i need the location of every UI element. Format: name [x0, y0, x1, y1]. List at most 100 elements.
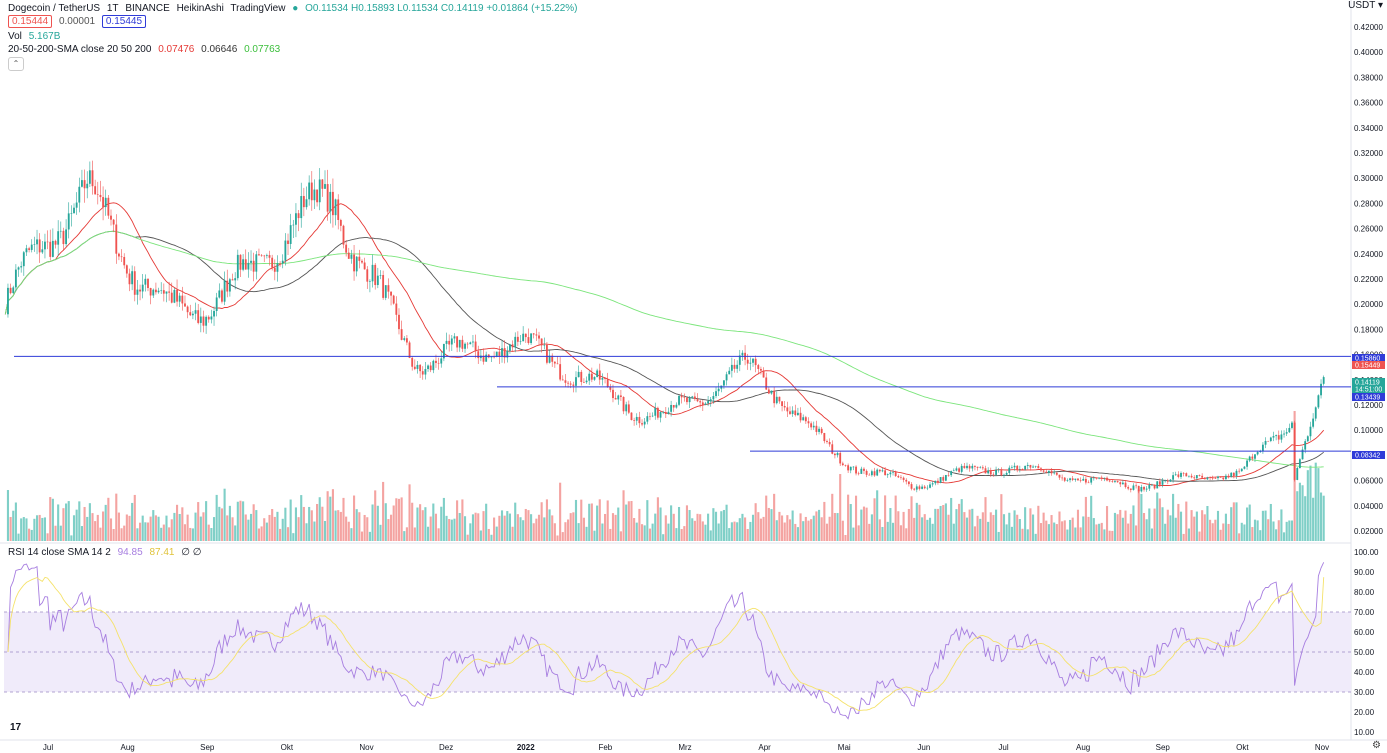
- volume-bar: [1322, 495, 1325, 541]
- volume-bar: [807, 520, 810, 541]
- candle-body: [826, 441, 828, 442]
- candle-body: [699, 401, 702, 403]
- volume-bar: [786, 515, 789, 541]
- exchange-label: BINANCE: [125, 3, 170, 14]
- volume-bar: [873, 498, 876, 541]
- candle-body: [614, 398, 617, 400]
- sma50-value: 0.06646: [201, 44, 238, 55]
- volume-bar: [86, 516, 89, 541]
- volume-bar: [633, 518, 636, 541]
- volume-bar: [865, 507, 868, 541]
- ask-button[interactable]: 0.15445: [101, 15, 147, 28]
- currency-selector[interactable]: USDT ▾: [1348, 0, 1383, 11]
- price-label-bg: [1352, 385, 1385, 393]
- candle-body: [609, 386, 612, 390]
- candle-body: [828, 441, 831, 445]
- interval-label[interactable]: 1T: [106, 3, 119, 14]
- candle-body: [133, 271, 136, 295]
- candle-body: [78, 186, 81, 203]
- volume-bar: [487, 528, 490, 541]
- volume-bar: [818, 509, 821, 541]
- sma-legend[interactable]: 20-50-200-SMA close 20 50 200 0.07476 0.…: [8, 43, 284, 56]
- volume-bar: [540, 502, 543, 541]
- collapse-legend-button[interactable]: ⌃: [8, 57, 24, 71]
- volume-bar: [1045, 520, 1048, 541]
- candle-body: [368, 281, 371, 282]
- volume-bar: [432, 503, 435, 541]
- horizontal-lines[interactable]: [14, 355, 1351, 452]
- time-tick-label: Apr: [758, 743, 771, 752]
- candle-body: [22, 252, 25, 267]
- volume-bar: [1005, 524, 1008, 541]
- candle-body: [350, 254, 353, 259]
- volume-bar: [500, 510, 504, 541]
- candle-body: [173, 289, 176, 303]
- volume-bar: [553, 523, 556, 541]
- candle-body: [99, 194, 102, 198]
- symbol-title[interactable]: Dogecoin / TetherUS: [8, 3, 101, 14]
- candle-body: [9, 287, 12, 294]
- volume-bar: [368, 531, 371, 541]
- candle-body: [900, 477, 902, 478]
- volume-bar: [1174, 517, 1177, 541]
- candle-body: [210, 316, 213, 320]
- volume-bar: [574, 499, 578, 541]
- candle-body: [67, 213, 70, 230]
- volume-bar: [1127, 523, 1130, 541]
- volume-bar: [1055, 524, 1058, 541]
- volume-bar: [506, 511, 509, 541]
- candle-body: [355, 256, 358, 272]
- volume-bar: [1296, 491, 1299, 541]
- candle-body: [638, 416, 641, 424]
- candle-body: [575, 377, 577, 386]
- volume-bar: [141, 515, 144, 541]
- volume-bar: [104, 504, 107, 541]
- candle-body: [12, 287, 15, 294]
- time-axis[interactable]: Jul Aug Sep Okt Nov Dez 2022 Feb Mrz Apr Mai Jun Jul…: [43, 743, 1329, 752]
- rsi-legend[interactable]: RSI 14 close SMA 14 2 94.85 87.41 ∅ ∅: [8, 546, 205, 559]
- volume-bar: [683, 526, 686, 541]
- candle-body: [815, 425, 818, 432]
- volume-bar: [1071, 517, 1074, 541]
- candle-body: [1045, 471, 1048, 473]
- volume-bar: [878, 519, 881, 541]
- candle-body: [701, 402, 704, 406]
- candle-body: [1090, 477, 1093, 483]
- candle-body: [664, 412, 667, 415]
- candle-body: [44, 241, 46, 250]
- volume-bar: [257, 528, 261, 541]
- time-tick-label: Okt: [1236, 743, 1249, 752]
- candle-body: [870, 471, 873, 476]
- volume-bar: [339, 511, 342, 541]
- candle-body: [337, 199, 340, 220]
- candle-body: [94, 186, 97, 195]
- candle-body: [469, 342, 472, 345]
- volume-bar: [1179, 511, 1183, 541]
- candle-body: [1008, 467, 1011, 473]
- gear-icon[interactable]: ⚙: [1372, 740, 1381, 751]
- candle-body: [511, 344, 514, 348]
- candle-body: [1040, 468, 1042, 471]
- rsi-line: [7, 562, 1325, 720]
- bid-button[interactable]: 0.15444: [8, 15, 53, 28]
- volume-bar: [894, 495, 897, 541]
- candle-body: [1103, 477, 1106, 479]
- volume-bar: [788, 519, 792, 541]
- spread-value: 0.00001: [58, 16, 96, 27]
- volume-bar: [384, 503, 387, 541]
- volume-legend[interactable]: Vol 5.167B: [8, 30, 64, 43]
- candle-body: [131, 271, 134, 285]
- candle-body: [1230, 472, 1233, 478]
- candle-body: [580, 371, 583, 383]
- volume-bar: [1182, 533, 1185, 541]
- volume-bar: [514, 502, 517, 541]
- tradingview-logo-icon[interactable]: 17: [10, 722, 22, 733]
- candle-body: [1256, 452, 1259, 455]
- volume-bar: [551, 515, 554, 541]
- candle-body: [656, 407, 659, 418]
- rsi-axis[interactable]: 100.00 90.00 80.00 70.00 60.00 50.00 40.00 30.0…: [1354, 548, 1379, 737]
- volume-bar: [627, 501, 630, 541]
- volume-bar: [265, 522, 268, 541]
- candle-body: [802, 417, 805, 421]
